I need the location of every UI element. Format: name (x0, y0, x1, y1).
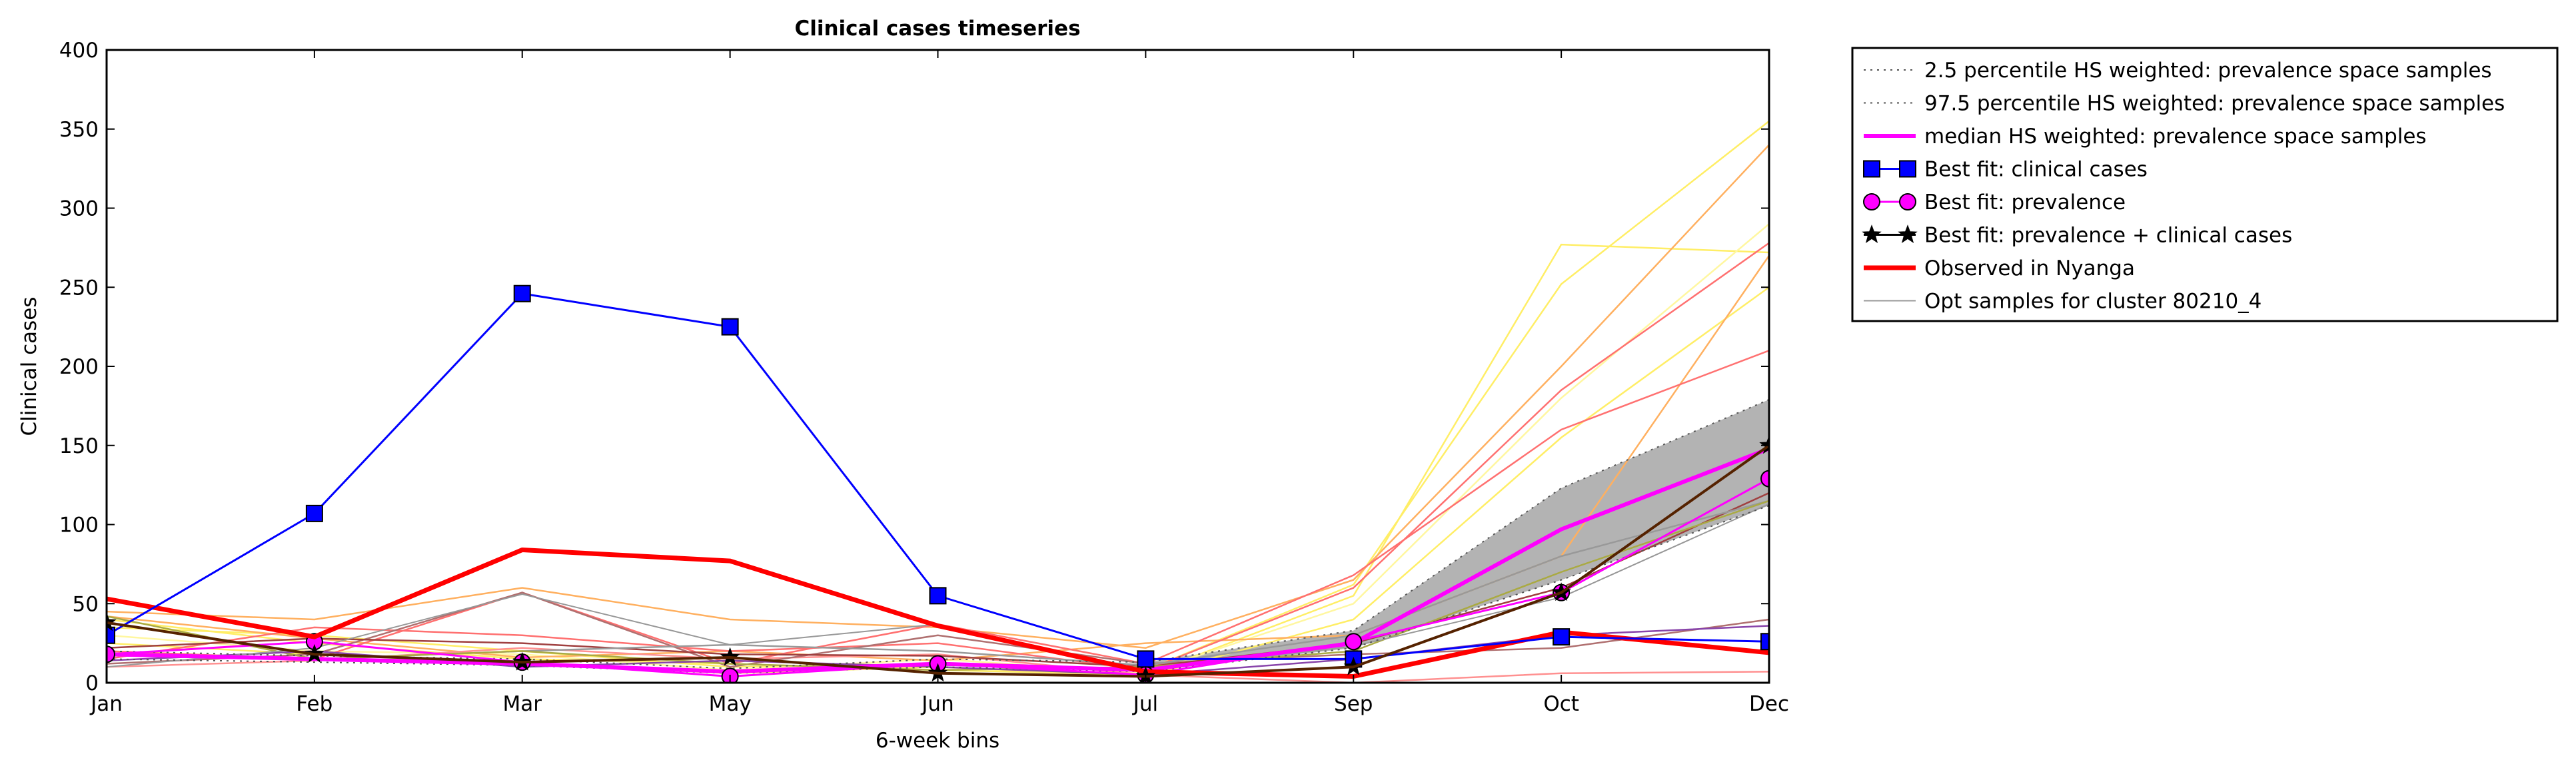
series-4-point (305, 504, 323, 522)
y-tick-label: 150 (59, 434, 99, 458)
legend-swatch-marker (1862, 224, 1882, 243)
y-tick-label: 300 (59, 197, 99, 221)
legend-label: Best fit: prevalence (1924, 191, 2126, 214)
series-4-point (513, 284, 531, 302)
y-tick-label: 50 (73, 592, 99, 616)
series-4-point (1760, 633, 1769, 651)
legend-swatch-marker (1899, 160, 1916, 178)
opt-sample-line-10 (107, 591, 1769, 668)
legend-entry-2: 97.5 percentile HS weighted: prevalence … (1864, 92, 2505, 116)
y-tick-label: 100 (59, 514, 99, 538)
y-tick-label: 200 (59, 355, 99, 379)
y-tick-label: 350 (59, 118, 99, 142)
overlay-line-1 (107, 444, 1769, 678)
x-tick-label: Feb (296, 692, 332, 716)
legend-label: Best fit: clinical cases (1924, 158, 2148, 182)
legend: 2.5 percentile HS weighted: prevalence s… (1851, 47, 2559, 322)
series-6-point (107, 612, 117, 631)
series-4 (107, 284, 1769, 668)
legend-label: Observed in Nyanga (1924, 256, 2135, 280)
legend-swatch-marker (1899, 193, 1916, 210)
x-tick-label: Mar (503, 692, 542, 716)
x-axis-label: 6-week bins (876, 729, 999, 753)
series-5-point (107, 645, 115, 663)
y-tick-label: 400 (59, 39, 99, 63)
legend-label: Best fit: prevalence + clinical cases (1924, 224, 2292, 248)
chart-title: Clinical cases timeseries (794, 17, 1080, 41)
legend-entry-7: Observed in Nyanga (1864, 256, 2135, 280)
legend-label: median HS weighted: prevalence space sam… (1924, 125, 2427, 149)
series-4-point (1553, 628, 1571, 646)
y-axis-label: Clinical cases (17, 296, 41, 436)
series-4-point (1137, 650, 1155, 668)
legend-entry-3: median HS weighted: prevalence space sam… (1864, 125, 2427, 149)
axes: 0 50 100 150 200 250 300 350 400 Jan Feb Mar May Jun J… (59, 39, 1789, 716)
legend-entry-4: Best fit: clinical cases (1863, 158, 2148, 182)
series-4-point (721, 318, 739, 336)
series-7 (107, 548, 1769, 679)
legend-label: Opt samples for cluster 80210_4 (1924, 290, 2261, 314)
x-tick-label: Jun (920, 692, 954, 716)
legend-entry-1: 2.5 percentile HS weighted: prevalence s… (1864, 59, 2492, 83)
plot-area (107, 120, 1769, 683)
x-tick-label: Jan (89, 692, 123, 716)
legend-entry-8: Opt samples for cluster 80210_4 (1864, 290, 2261, 314)
legend-swatch-marker (1898, 224, 1918, 243)
series-5-point (1345, 633, 1363, 651)
series-4-point (107, 626, 115, 644)
legend-entry-5: Best fit: prevalence (1863, 191, 2126, 214)
series-7-line (107, 548, 1769, 679)
legend-label: 2.5 percentile HS weighted: prevalence s… (1924, 59, 2492, 83)
series-6-point (1759, 435, 1769, 454)
x-tick-label: May (709, 692, 752, 716)
y-tick-label: 250 (59, 276, 99, 300)
x-tick-label: Sep (1334, 692, 1373, 716)
series-4-point (929, 587, 947, 605)
legend-label: 97.5 percentile HS weighted: prevalence … (1924, 92, 2505, 116)
x-tick-label: Jul (1132, 692, 1158, 716)
x-tick-label: Oct (1543, 692, 1579, 716)
series-1 (107, 505, 1769, 674)
legend-frame (1851, 47, 2559, 322)
legend-swatch-marker (1863, 160, 1880, 178)
opt-sample-line-7 (107, 350, 1769, 665)
legend-swatch-marker (1863, 193, 1880, 210)
y-tick-label: 0 (85, 671, 99, 695)
opt-sample-line-8 (107, 242, 1769, 671)
x-tick-label: Dec (1749, 692, 1789, 716)
percentile-band (1145, 399, 1769, 672)
series-1-line (107, 505, 1769, 674)
opt-sample-line-3 (107, 223, 1769, 675)
series-5-point (1760, 470, 1769, 488)
legend-entry-6: Best fit: prevalence + clinical cases (1862, 224, 2292, 248)
